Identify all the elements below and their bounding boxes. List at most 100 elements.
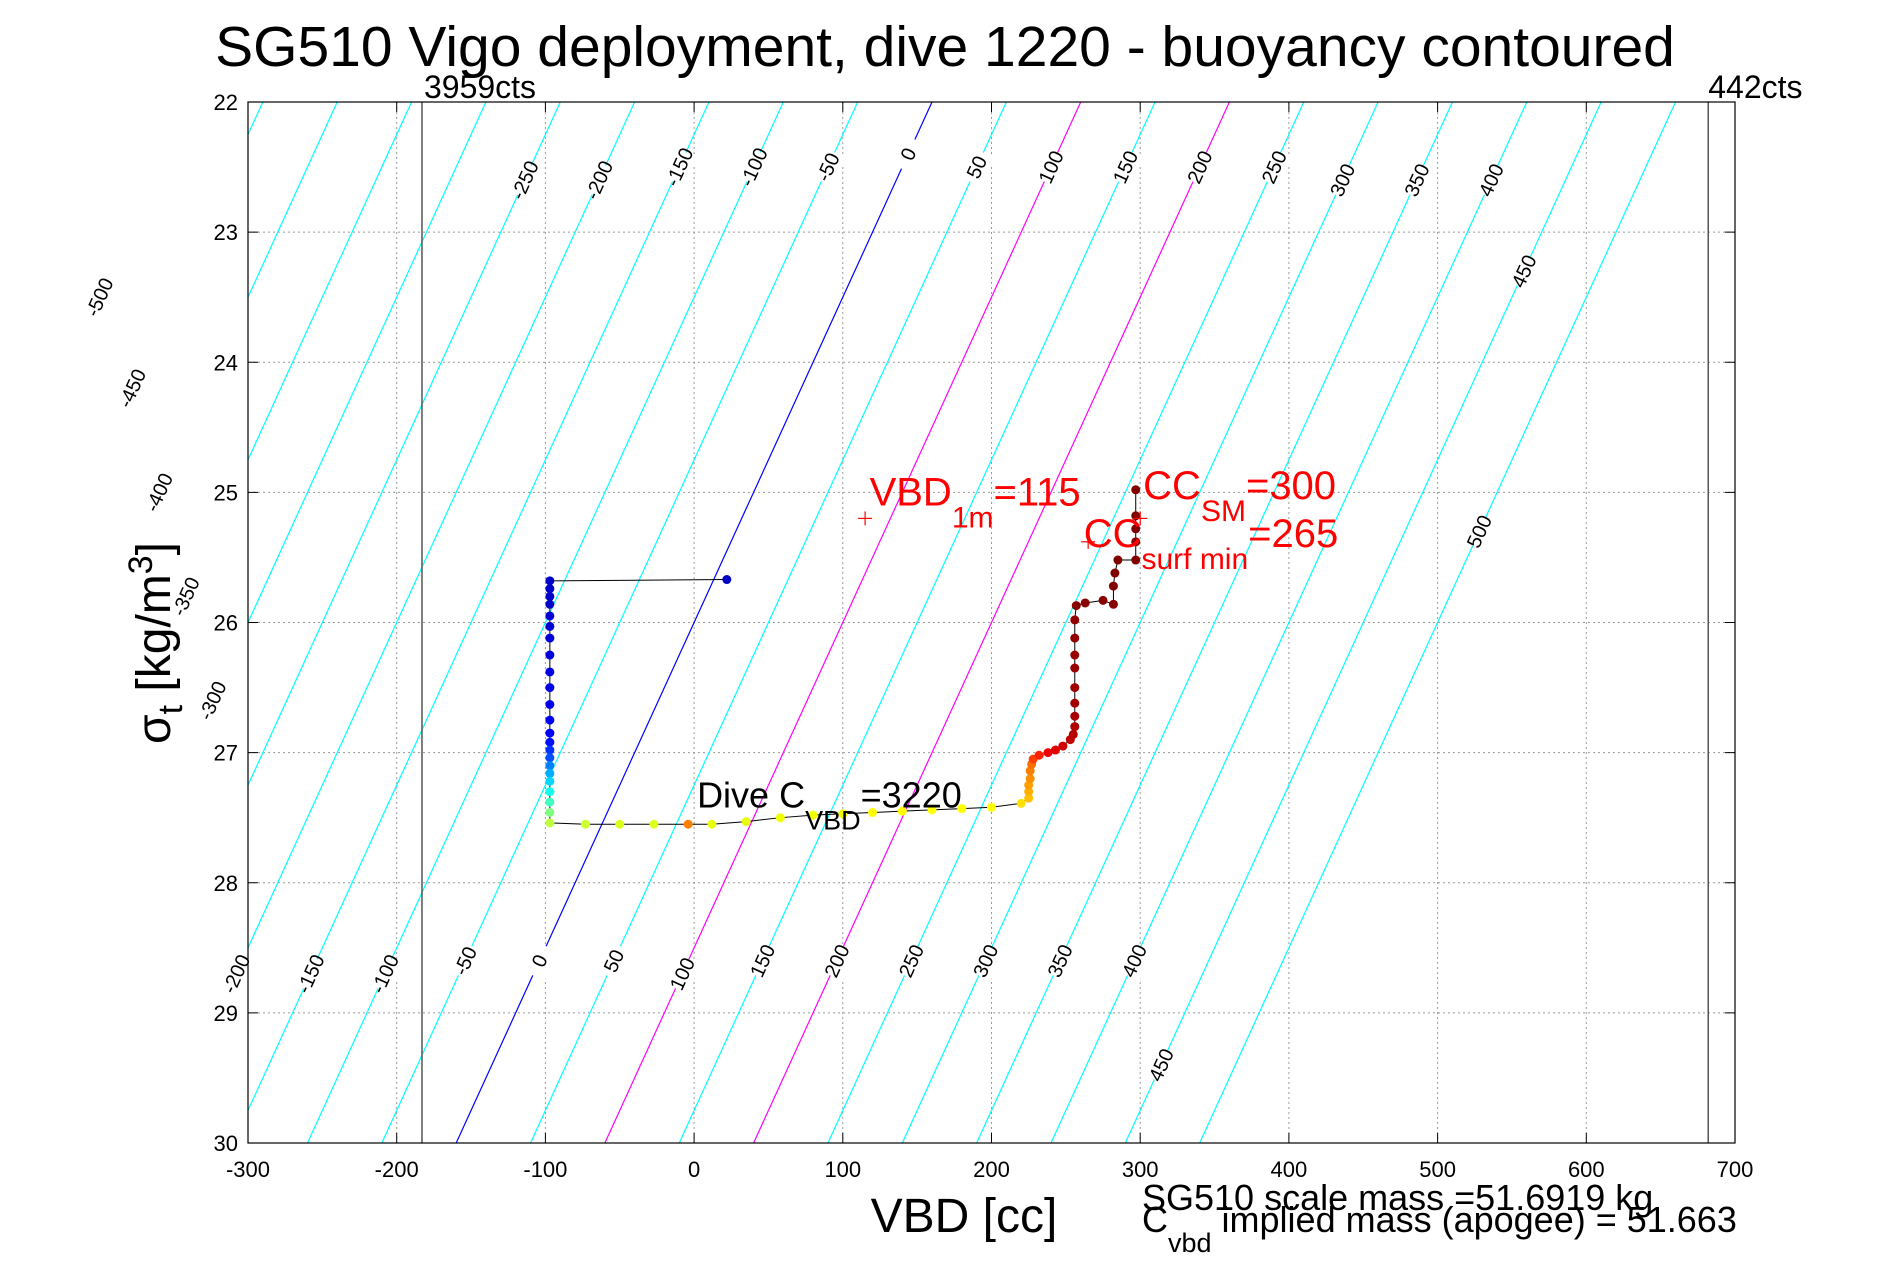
profile-point [868, 807, 878, 817]
profile-point [1108, 599, 1118, 609]
profile-point [957, 804, 967, 814]
profile-point [545, 818, 555, 828]
implied-mass-text: Cvbd implied mass (apogee) = 51.663 [1142, 1199, 1737, 1258]
y-tick-label: 22 [214, 90, 238, 115]
profile-point [1025, 774, 1035, 784]
x-tick-label: -300 [226, 1157, 270, 1182]
profile-point [1058, 741, 1068, 751]
contour-label-bg [217, 953, 255, 994]
contour-label: 150 [1109, 148, 1143, 188]
profile-line [549, 489, 1137, 825]
annotation-divec: Dive CVBD=3220 [697, 774, 962, 835]
contour-label: 450 [1145, 1046, 1179, 1086]
y-tick-label: 25 [214, 480, 238, 505]
contour-line [248, 102, 338, 299]
profile-point [775, 813, 785, 823]
y-tick-label: 26 [214, 611, 238, 636]
profile-point [927, 805, 937, 815]
profile-point [808, 810, 818, 820]
contour-label-bg [809, 147, 847, 188]
profile-point [649, 819, 659, 829]
contour-label: 200 [1184, 148, 1218, 188]
contour-label-bg [1460, 511, 1498, 552]
profile-point [545, 576, 555, 586]
contour-label: 300 [970, 941, 1004, 981]
profile-point [545, 683, 555, 693]
profile-point [1110, 568, 1120, 578]
profile-point [545, 611, 555, 621]
profile-point [545, 728, 555, 738]
profile-point [722, 575, 732, 585]
contour-label-bg [193, 680, 231, 721]
profile-point [1024, 787, 1034, 797]
contour-label: 350 [1401, 161, 1435, 201]
profile-point [545, 761, 555, 771]
profile-point [838, 809, 848, 819]
profile-point [615, 819, 625, 829]
profile-point [545, 768, 555, 778]
vbd-limit-lines: 3959cts 442cts [421, 69, 1803, 1143]
x-tick-label: 0 [688, 1157, 700, 1182]
contour-label-bg [1472, 160, 1510, 201]
profile-point [545, 753, 555, 763]
contour-label-bg [1181, 147, 1219, 188]
contour-label-bg [663, 953, 701, 994]
profile-point [1070, 683, 1080, 693]
contour-label-bg [1323, 160, 1361, 201]
profile-point [545, 699, 555, 709]
y-tick-label: 28 [214, 871, 238, 896]
contour-label-bg [660, 147, 698, 188]
contour-label: 450 [1508, 252, 1542, 292]
profile-point [1070, 633, 1080, 643]
profile-point [545, 715, 555, 725]
contour-label-bg [366, 953, 404, 994]
profile-point [545, 737, 555, 747]
profile-point [545, 650, 555, 660]
x-tick-label: 200 [973, 1157, 1010, 1182]
y-tick-label: 23 [214, 220, 238, 245]
contour-label-bg [167, 576, 205, 617]
x-tick-label: -100 [523, 1157, 567, 1182]
vbd-limit-label: 442cts [1708, 69, 1802, 105]
profile-point [1131, 485, 1141, 495]
x-tick-label: 700 [1717, 1157, 1754, 1182]
contour-line [1199, 102, 1677, 1143]
contour-labels: -500-450-400-350-300-250 -200 -150 -100 -50 0… [80, 134, 1543, 1086]
profile-point [545, 599, 555, 609]
contour-label-bg [140, 472, 178, 513]
contour-label: 400 [1475, 161, 1509, 201]
profile-point [545, 797, 555, 807]
x-tick-label: 400 [1271, 1157, 1308, 1182]
profile-point [545, 807, 555, 817]
annotation-vbd1m: VBD1m=115 [870, 470, 1081, 534]
contour-label: 300 [1326, 161, 1360, 201]
contour-label-bg [1398, 160, 1436, 201]
contour-label: 250 [1258, 148, 1292, 188]
contour-label-bg [744, 940, 781, 981]
annotation-ccsm: CCSM=300 [1143, 464, 1336, 528]
contour-label: 500 [1463, 512, 1497, 552]
profile-point [1068, 729, 1078, 739]
contour-label-bg [580, 160, 618, 201]
contour-label: 250 [895, 941, 929, 981]
profile-point [741, 817, 751, 827]
profile-point [1131, 524, 1141, 534]
profile-point [707, 819, 717, 829]
profile-point [545, 787, 555, 797]
profile-point [1050, 745, 1060, 755]
profile-point [545, 584, 555, 594]
contour-label: 150 [746, 941, 780, 981]
profile-point [545, 591, 555, 601]
profile-point [1070, 698, 1080, 708]
profile-point [897, 806, 907, 816]
profile-point [1098, 595, 1108, 605]
profile-point [1113, 555, 1123, 565]
profile-point [1070, 663, 1080, 673]
profile-point [1080, 598, 1090, 608]
profile-point [1071, 601, 1081, 611]
profile-point [1034, 750, 1044, 760]
profile-point [545, 667, 555, 677]
profile-point [1070, 615, 1080, 625]
